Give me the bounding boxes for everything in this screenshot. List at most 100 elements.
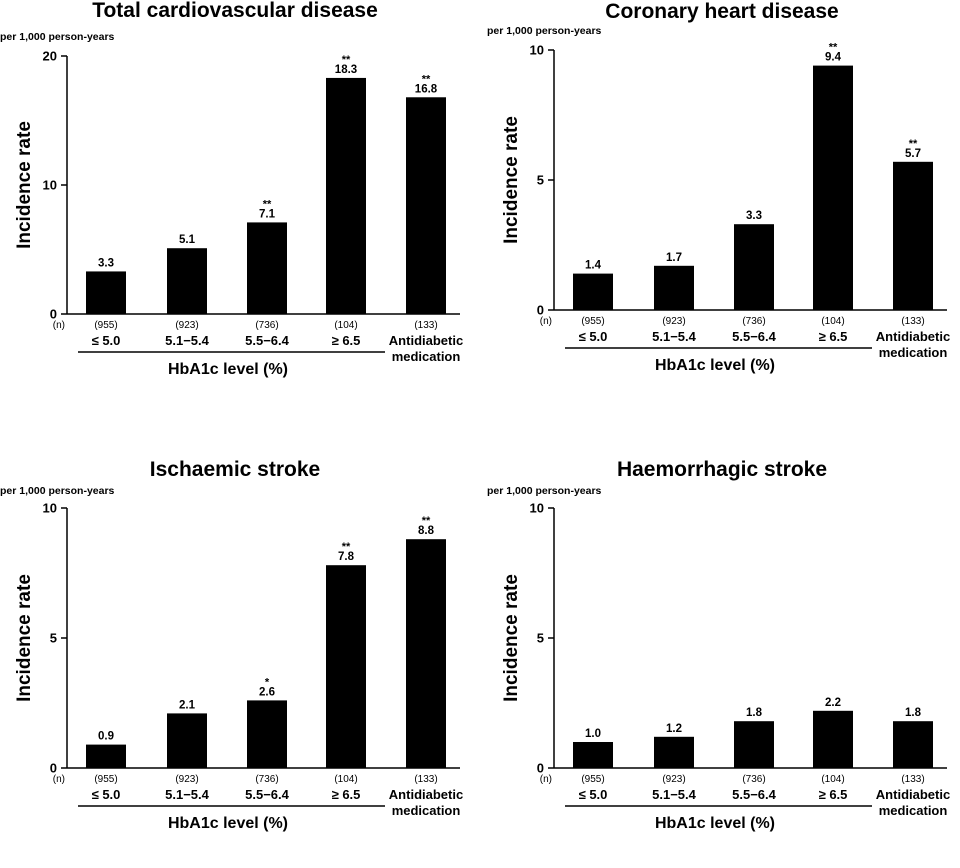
- x-category-label: Antidiabetic medication: [389, 333, 463, 364]
- x-category-label-line: medication: [879, 345, 948, 360]
- n-value-label: (736): [742, 774, 765, 785]
- bar: [406, 539, 446, 768]
- bar-value-label: 1.8: [746, 707, 763, 719]
- x-category-label: ≤ 5.0: [92, 787, 121, 802]
- bar-value-label: 7.1: [259, 208, 276, 220]
- bar: [86, 744, 126, 768]
- bar: [734, 721, 774, 768]
- y-tick-label: 5: [537, 173, 544, 188]
- bar: [406, 97, 446, 314]
- chart-svg: Haemorrhagic stroke per 1,000 person-year…: [487, 458, 950, 832]
- bar: [573, 742, 613, 768]
- bar: [247, 700, 287, 768]
- y-axis-label: Incidence rate: [14, 121, 35, 249]
- unit-label: per 1,000 person-years: [0, 31, 115, 43]
- bar: [654, 736, 694, 768]
- bar-value-label: 18.3: [335, 64, 357, 76]
- chart-title: Ischaemic stroke: [150, 458, 320, 481]
- x-category-label: ≤ 5.0: [579, 787, 608, 802]
- bar-value-label: 7.8: [338, 551, 355, 563]
- chart-title: Total cardiovascular disease: [92, 0, 378, 22]
- n-value-label: (955): [581, 774, 604, 785]
- bar-value-label: 5.1: [179, 234, 196, 246]
- significance-marker: *: [265, 676, 270, 688]
- y-tick-label: 0: [50, 307, 57, 322]
- n-value-label: (133): [414, 774, 437, 785]
- x-category-label: Antidiabetic medication: [876, 787, 950, 818]
- bar-value-label: 1.7: [666, 252, 682, 264]
- x-category-label-line: Antidiabetic: [876, 787, 950, 802]
- y-axis-label: Incidence rate: [14, 574, 35, 702]
- n-value-label: (104): [334, 320, 357, 331]
- bar-value-label: 1.0: [585, 728, 601, 740]
- bar-value-label: 1.2: [666, 723, 682, 735]
- unit-label: per 1,000 person-years: [487, 25, 602, 37]
- bar-value-label: 0.9: [98, 731, 114, 743]
- chart-panel-total-cvd: Total cardiovascular disease per 1,000 pe…: [0, 0, 470, 410]
- y-axis-label: Incidence rate: [501, 116, 522, 244]
- chart-svg: Ischaemic stroke per 1,000 person-years In…: [0, 458, 463, 832]
- x-category-label: Antidiabetic medication: [876, 329, 950, 360]
- x-category-label: 5.1−5.4: [165, 333, 210, 348]
- y-tick-label: 0: [50, 761, 57, 776]
- bar-value-label: 3.3: [746, 210, 762, 222]
- n-value-label: (133): [901, 316, 924, 327]
- bar-value-label: 2.1: [179, 699, 196, 711]
- x-category-label: ≤ 5.0: [92, 333, 121, 348]
- y-axis-label: Incidence rate: [501, 574, 522, 702]
- y-tick-label: 10: [43, 178, 57, 193]
- significance-marker: **: [342, 54, 351, 66]
- bar-value-label: 3.3: [98, 257, 114, 269]
- bar-value-label: 9.4: [825, 52, 842, 64]
- bar: [734, 224, 774, 310]
- bar: [326, 77, 366, 315]
- bar: [86, 271, 126, 314]
- n-marker: (n): [540, 774, 552, 785]
- bar-value-label: 1.8: [905, 707, 922, 719]
- significance-marker: **: [909, 138, 918, 150]
- bar: [247, 222, 287, 314]
- x-category-label-line: medication: [392, 803, 461, 818]
- x-category-label: ≤ 5.0: [579, 329, 608, 344]
- x-category-label-line: Antidiabetic: [876, 329, 950, 344]
- chart-title: Coronary heart disease: [605, 0, 838, 23]
- y-tick-label: 10: [530, 501, 544, 516]
- bar: [813, 710, 853, 768]
- x-category-label: 5.5−6.4: [245, 333, 290, 348]
- x-category-label-line: medication: [879, 803, 948, 818]
- x-category-label-line: medication: [392, 349, 461, 364]
- chart-panel-coronary: Coronary heart disease per 1,000 person-y…: [487, 0, 957, 410]
- x-axis-label: HbA1c level (%): [655, 357, 775, 374]
- x-axis-label: HbA1c level (%): [655, 815, 775, 832]
- n-marker: (n): [53, 320, 65, 331]
- n-value-label: (104): [821, 774, 844, 785]
- n-value-label: (133): [901, 774, 924, 785]
- bar: [813, 65, 853, 310]
- n-marker: (n): [53, 774, 65, 785]
- unit-label: per 1,000 person-years: [0, 485, 115, 497]
- n-value-label: (955): [581, 316, 604, 327]
- x-category-label: ≥ 6.5: [332, 787, 361, 802]
- unit-label: per 1,000 person-years: [487, 485, 602, 497]
- bar-value-label: 16.8: [415, 83, 438, 95]
- x-category-label: ≥ 6.5: [819, 329, 848, 344]
- y-tick-label: 10: [530, 43, 544, 58]
- n-value-label: (923): [662, 316, 685, 327]
- significance-marker: **: [422, 73, 431, 85]
- bar-value-label: 5.7: [905, 148, 921, 160]
- bar: [893, 161, 933, 310]
- x-category-label: 5.5−6.4: [732, 329, 777, 344]
- bar-value-label: 2.2: [825, 697, 841, 709]
- bar: [167, 248, 207, 314]
- x-category-label: Antidiabetic medication: [389, 787, 463, 818]
- y-tick-label: 10: [43, 501, 57, 516]
- chart-panel-ischaemic: Ischaemic stroke per 1,000 person-years In…: [0, 458, 470, 868]
- bar-value-label: 1.4: [585, 260, 602, 272]
- y-tick-label: 0: [537, 761, 544, 776]
- n-marker: (n): [540, 316, 552, 327]
- x-category-label: ≥ 6.5: [332, 333, 361, 348]
- x-category-label: 5.1−5.4: [165, 787, 210, 802]
- y-tick-label: 5: [50, 631, 57, 646]
- chart-panel-haemorrhagic: Haemorrhagic stroke per 1,000 person-year…: [487, 458, 957, 868]
- n-value-label: (104): [334, 774, 357, 785]
